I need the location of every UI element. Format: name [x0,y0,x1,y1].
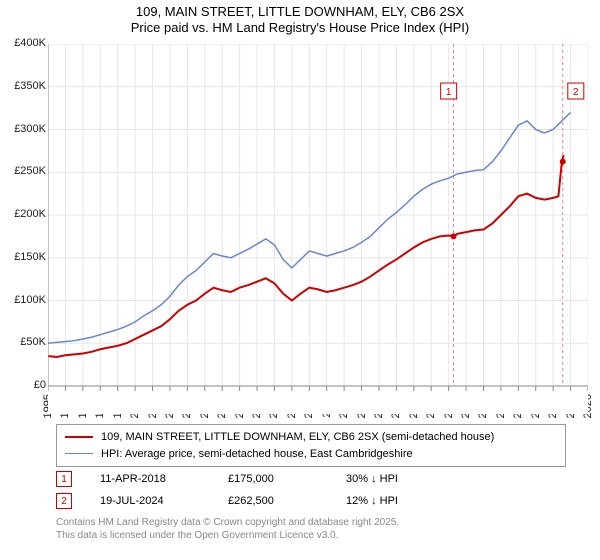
data-price-2: £262,500 [228,495,318,507]
y-tick-label: £250K [2,165,46,177]
attribution-line-1: Contains HM Land Registry data © Crown c… [56,516,566,529]
legend-label-hpi: HPI: Average price, semi-detached house,… [101,446,413,463]
attribution: Contains HM Land Registry data © Crown c… [56,516,566,542]
chart-container: 109, MAIN STREET, LITTLE DOWNHAM, ELY, C… [0,0,600,560]
y-tick-label: £150K [2,251,46,263]
y-tick-label: £350K [2,80,46,92]
marker-badge-1: 1 [56,471,72,487]
title-line-1: 109, MAIN STREET, LITTLE DOWNHAM, ELY, C… [0,4,600,20]
legend-swatch-price-paid [65,436,93,438]
chart-title: 109, MAIN STREET, LITTLE DOWNHAM, ELY, C… [0,0,600,37]
title-line-2: Price paid vs. HM Land Registry's House … [0,20,600,36]
legend-label-price-paid: 109, MAIN STREET, LITTLE DOWNHAM, ELY, C… [101,429,494,446]
legend: 109, MAIN STREET, LITTLE DOWNHAM, ELY, C… [56,424,566,467]
data-pct-2: 12% ↓ HPI [346,495,456,507]
data-table: 1 11-APR-2018 £175,000 30% ↓ HPI 2 19-JU… [56,468,566,512]
svg-text:2: 2 [573,87,579,98]
legend-item-hpi: HPI: Average price, semi-detached house,… [65,446,557,463]
svg-text:1: 1 [446,87,452,98]
data-date-1: 11-APR-2018 [100,473,200,485]
data-row-1: 1 11-APR-2018 £175,000 30% ↓ HPI [56,468,566,490]
y-tick-label: £50K [2,336,46,348]
chart-svg: 12 [48,44,588,414]
y-tick-label: £100K [2,294,46,306]
data-row-2: 2 19-JUL-2024 £262,500 12% ↓ HPI [56,490,566,512]
data-date-2: 19-JUL-2024 [100,495,200,507]
legend-swatch-hpi [65,453,93,454]
data-price-1: £175,000 [228,473,318,485]
marker-badge-2: 2 [56,493,72,509]
attribution-line-2: This data is licensed under the Open Gov… [56,529,566,542]
y-tick-label: £200K [2,208,46,220]
legend-item-price-paid: 109, MAIN STREET, LITTLE DOWNHAM, ELY, C… [65,429,557,446]
y-tick-label: £300K [2,123,46,135]
y-tick-label: £400K [2,37,46,49]
data-pct-1: 30% ↓ HPI [346,473,456,485]
y-tick-label: £0 [2,379,46,391]
plot-area: 12 [48,44,588,414]
